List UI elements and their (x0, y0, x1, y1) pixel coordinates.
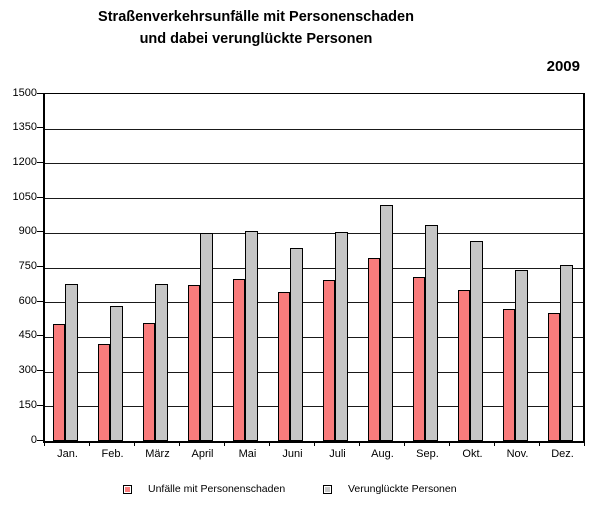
y-axis-tick-600 (37, 300, 43, 302)
bar-verungluckte-dez (560, 265, 573, 441)
legend-marker-verungluckte-icon (323, 484, 332, 494)
gridline-450 (45, 336, 583, 338)
bar-unfaelle-juli (323, 280, 335, 441)
x-axis-label-juni: Juni (282, 448, 303, 460)
gridline-900 (45, 232, 583, 234)
bar-unfaelle-okt (458, 289, 470, 441)
y-axis-tick-1200 (37, 161, 43, 163)
y-axis-label-750: 750 (18, 260, 37, 272)
gridline-1050 (45, 198, 583, 200)
y-axis-tick-150 (37, 404, 43, 406)
gridline-150 (45, 406, 583, 408)
x-axis-tick-2 (134, 442, 135, 446)
legend-label-unfaelle: Unfälle mit Personenschaden (148, 483, 286, 495)
y-axis-label-450: 450 (18, 329, 37, 342)
x-axis-label-juli: Juli (329, 448, 346, 460)
bar-verungluckte-okt (470, 240, 483, 441)
x-axis-tick-0 (44, 442, 45, 446)
x-axis-label-nov: Nov. (506, 448, 529, 460)
x-axis-tick-6 (314, 442, 315, 446)
y-axis-tick-1050 (37, 196, 43, 198)
y-axis-tick-450 (37, 335, 43, 337)
y-axis-label-1200: 1200 (12, 155, 37, 168)
x-axis-label-april: April (191, 448, 214, 460)
x-axis-label-okt: Okt. (462, 448, 483, 460)
y-axis-label-900: 900 (18, 225, 37, 238)
y-axis-label-150: 150 (18, 398, 37, 411)
gridline-1200 (45, 163, 583, 165)
legend: Unfälle mit Personenschaden Verunglückte… (0, 483, 600, 501)
bar-verungluckte-jan (65, 283, 78, 441)
y-axis-tick-300 (37, 370, 43, 372)
y-axis-tick-900 (37, 231, 43, 233)
gridline-750 (45, 267, 583, 269)
x-axis-label-sep: Sep. (416, 448, 439, 460)
bar-unfaelle-jan (53, 324, 65, 441)
y-axis-tick-750 (37, 266, 43, 267)
bar-verungluckte-märz (155, 283, 168, 441)
chart-title: Straßenverkehrsunfälle mit Personenschad… (0, 6, 512, 50)
legend-entry-verungluckte: Verunglückte Personen (323, 483, 457, 495)
bar-verungluckte-mai (245, 230, 258, 441)
gridline-600 (45, 302, 583, 304)
x-axis-tick-10 (494, 442, 495, 446)
x-axis-tick-5 (269, 442, 270, 446)
x-axis-tick-7 (359, 442, 360, 446)
legend-entry-unfaelle: Unfälle mit Personenschaden (123, 483, 285, 495)
bar-verungluckte-feb (110, 305, 123, 441)
y-axis-label-1350: 1350 (12, 121, 37, 134)
bar-verungluckte-sep (425, 224, 438, 441)
y-axis-label-0: 0 (30, 433, 37, 446)
y-axis-tick-1350 (37, 127, 43, 129)
bar-unfaelle-sep (413, 276, 425, 441)
y-axis-label-1050: 1050 (12, 190, 37, 203)
chart-title-line2: und dabei verunglückte Personen (139, 31, 373, 47)
legend-label-verungluckte: Verunglückte Personen (348, 483, 457, 495)
year-label: 2009 (546, 58, 580, 75)
bar-unfaelle-mai (233, 279, 245, 441)
legend-marker-unfaelle-icon (123, 484, 132, 494)
y-axis-label-1500: 1500 (12, 86, 37, 99)
x-axis-tick-8 (404, 442, 405, 446)
gridline-300 (45, 371, 583, 373)
bar-unfaelle-april (188, 284, 200, 441)
x-axis-label-aug: Aug. (371, 448, 394, 460)
bar-unfaelle-aug (368, 258, 380, 441)
y-axis-label-600: 600 (18, 294, 37, 307)
x-axis-tick-4 (224, 442, 225, 446)
bar-unfaelle-dez (548, 312, 560, 441)
x-axis-label-märz: März (145, 448, 170, 460)
x-axis-label-dez: Dez. (551, 448, 574, 460)
x-axis-label-jan: Jan. (57, 448, 78, 460)
x-axis-tick-9 (449, 442, 450, 446)
y-axis-label-300: 300 (18, 364, 37, 377)
chart-title-line1: Straßenverkehrsunfälle mit Personenschad… (98, 9, 414, 25)
bar-verungluckte-nov (515, 269, 528, 441)
x-axis-label-feb: Feb. (101, 448, 124, 460)
bar-unfaelle-nov (503, 309, 515, 441)
gridline-1350 (45, 128, 583, 130)
bar-verungluckte-juli (335, 231, 348, 441)
bar-verungluckte-april (200, 232, 213, 441)
y-axis-tick-1500 (37, 92, 43, 94)
bar-verungluckte-juni (290, 247, 303, 441)
x-axis-tick-3 (179, 442, 180, 446)
plot-area (43, 93, 585, 443)
x-axis-tick-12 (584, 442, 585, 446)
x-axis-tick-1 (89, 442, 90, 446)
bar-unfaelle-feb (98, 343, 110, 441)
bar-unfaelle-juni (278, 291, 290, 441)
bar-verungluckte-aug (380, 205, 393, 441)
x-axis-tick-11 (539, 442, 540, 446)
y-axis-tick-0 (37, 439, 43, 441)
bar-unfaelle-märz (143, 323, 155, 441)
x-axis-label-mai: Mai (238, 448, 257, 460)
